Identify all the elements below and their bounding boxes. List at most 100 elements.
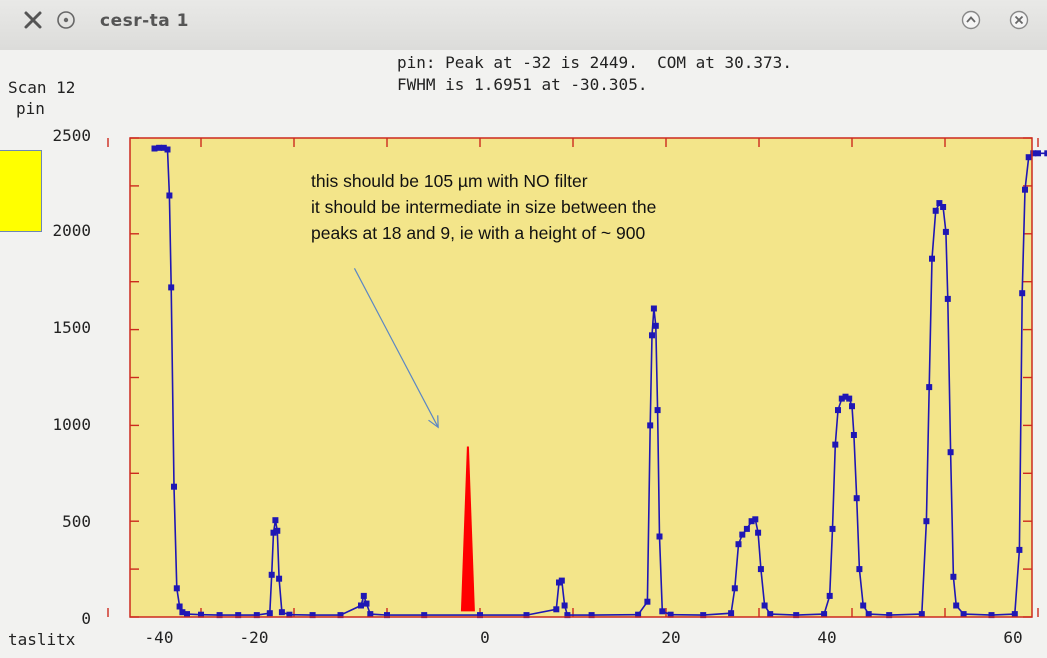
y-tick-label: 0 (81, 609, 91, 628)
data-point (918, 611, 925, 618)
x-tick-label: 20 (661, 628, 681, 647)
data-point (728, 610, 735, 617)
data-point (360, 592, 367, 599)
peak-summary-line: pin: Peak at -32 is 2449. COM at 30.373. (397, 53, 792, 72)
data-point (272, 517, 279, 524)
data-point (853, 495, 860, 502)
data-point (755, 529, 762, 536)
annotation-line: peaks at 18 and 9, ie with a height of ~… (311, 223, 646, 243)
data-point (929, 255, 935, 262)
window-title: cesr-ta 1 (100, 11, 190, 31)
data-point (936, 200, 943, 207)
data-point (276, 575, 283, 582)
data-point (166, 192, 173, 199)
data-point (761, 602, 768, 609)
data-point (477, 612, 483, 619)
data-point (821, 611, 828, 618)
data-point (649, 332, 655, 339)
x-tick-label: 60 (1003, 628, 1023, 647)
x-axis-title: taslitx (8, 630, 76, 649)
data-point (644, 598, 651, 605)
data-point (652, 322, 659, 329)
annotation-line: this should be 105 µm with NO filter (311, 171, 588, 191)
data-point (274, 527, 281, 534)
data-point (286, 611, 293, 618)
data-point (767, 611, 774, 618)
annotation-line: it should be intermediate in size betwee… (311, 197, 657, 217)
data-point (173, 585, 180, 592)
annotation-text: this should be 105 µm with NO filter it … (311, 168, 656, 246)
data-point (558, 577, 565, 584)
data-point (940, 204, 947, 210)
data-point (268, 571, 275, 578)
data-point (216, 612, 223, 619)
y-tick-label: 1000 (52, 415, 91, 434)
data-point (253, 612, 260, 619)
data-point (309, 612, 316, 619)
data-point (850, 432, 857, 438)
data-point (1025, 154, 1032, 161)
data-point (735, 541, 742, 548)
data-point (865, 611, 872, 618)
window-titlebar: cesr-ta 1 (0, 0, 1047, 50)
data-point (842, 393, 849, 400)
data-point (944, 295, 951, 302)
data-point (950, 573, 957, 580)
data-point (367, 611, 374, 618)
highlight-box (0, 150, 42, 232)
data-point (659, 608, 666, 615)
data-point (421, 612, 428, 619)
data-point (1016, 546, 1023, 553)
series-points (151, 144, 1047, 619)
annotation-arrowhead (428, 415, 439, 429)
data-point (731, 585, 738, 592)
window-menu-icon[interactable] (55, 9, 77, 31)
data-point (757, 566, 764, 573)
close-icon[interactable] (1008, 9, 1030, 31)
x-tick-label: -40 (144, 628, 174, 647)
data-point (171, 483, 177, 490)
maximize-icon[interactable] (960, 9, 982, 31)
data-point (947, 449, 954, 456)
data-point (1030, 150, 1037, 157)
data-point (358, 602, 364, 609)
data-point (793, 612, 800, 619)
data-point (235, 612, 242, 619)
data-point (656, 533, 663, 540)
data-point (849, 403, 855, 410)
y-tick-label: 1500 (52, 318, 91, 337)
data-point (553, 606, 560, 613)
data-point (384, 612, 390, 619)
data-point (942, 228, 949, 235)
data-point (198, 611, 204, 618)
data-point (588, 612, 595, 619)
expected-peak-marker (460, 446, 475, 612)
data-point (860, 602, 867, 609)
y-axis-title: pin (16, 99, 45, 118)
data-point (856, 566, 863, 573)
data-point (363, 600, 370, 607)
data-point (278, 609, 285, 616)
data-point (266, 610, 273, 617)
data-point (743, 525, 750, 532)
data-point (337, 612, 344, 619)
data-point (838, 395, 845, 402)
data-point (752, 516, 759, 523)
data-point (164, 146, 171, 153)
y-tick-label: 500 (62, 512, 91, 531)
scan-label: Scan 12 (8, 78, 76, 97)
data-point (826, 592, 833, 599)
data-point (988, 612, 995, 619)
data-point (953, 602, 960, 609)
data-point (564, 612, 571, 619)
tools-icon[interactable] (22, 9, 44, 31)
data-point (700, 612, 707, 619)
x-tick-label: -20 (239, 628, 269, 647)
data-point (832, 441, 839, 448)
data-point (748, 518, 755, 525)
data-point (160, 144, 167, 151)
data-point (1035, 150, 1041, 157)
data-point (846, 395, 853, 402)
data-point (176, 603, 183, 610)
